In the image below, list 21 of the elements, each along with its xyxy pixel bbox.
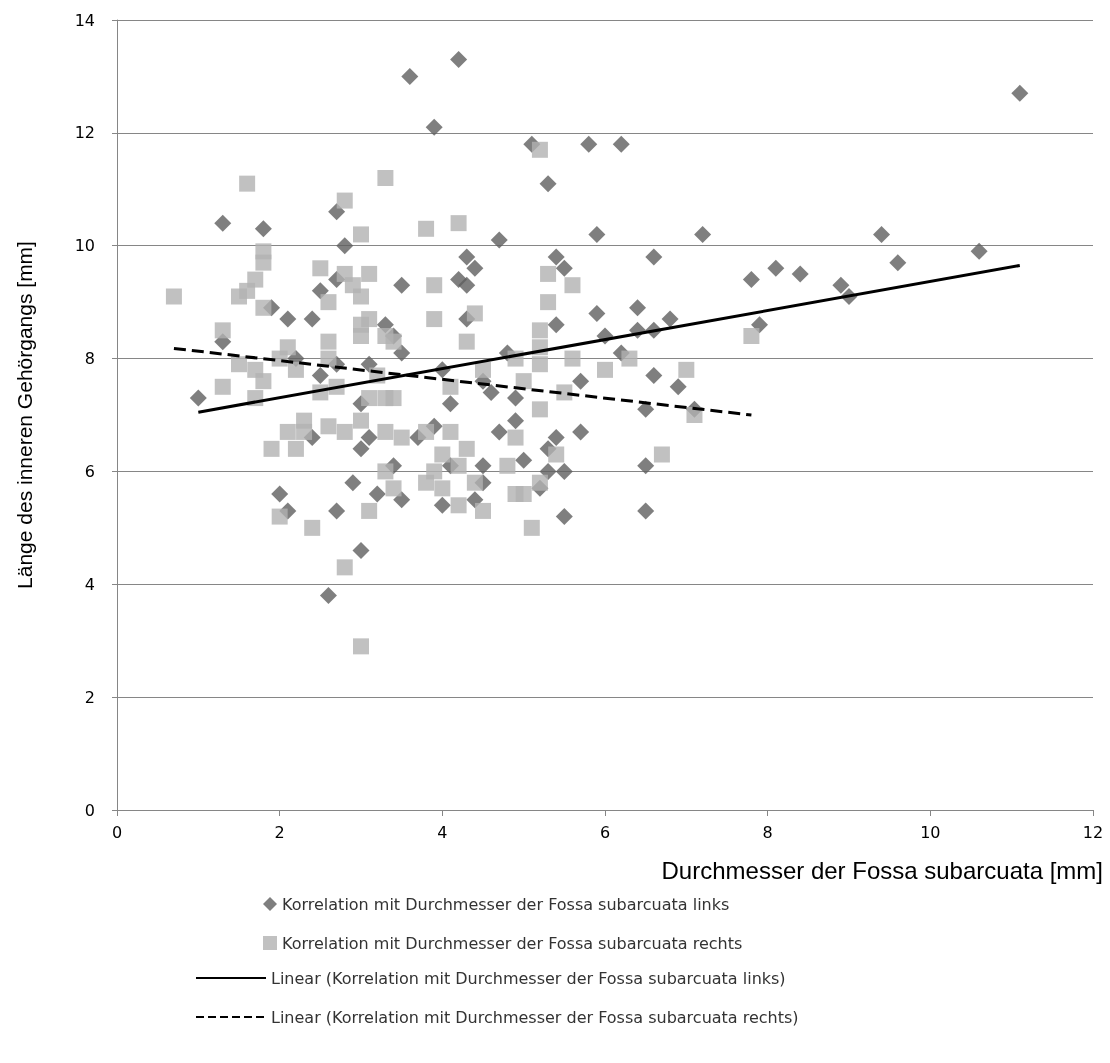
- y-axis-title: Länge des inneren Gehörgangs [mm]: [13, 241, 36, 589]
- x-tick-label: 6: [599, 822, 611, 842]
- legend-label: Linear (Korrelation mit Durchmesser der Fossa subarcuata rechts): [271, 1007, 799, 1027]
- y-tick-label: 6: [84, 461, 95, 481]
- x-tick-label: 2: [274, 822, 285, 842]
- y-tick-label: 2: [84, 687, 95, 707]
- y-tick-label: 8: [84, 349, 95, 369]
- x-axis-title: Durchmesser der Fossa subarcuata [mm]: [661, 856, 1103, 884]
- legend-label: Linear (Korrelation mit Durchmesser der Fossa subarcuata links): [271, 968, 786, 988]
- x-tick-label: 12: [1082, 822, 1104, 842]
- x-tick-label: 8: [762, 822, 773, 842]
- y-tick-label: 10: [74, 236, 95, 256]
- x-tick-label: 10: [920, 822, 941, 842]
- y-tick-label: 4: [84, 574, 95, 594]
- y-tick-label: 0: [84, 800, 95, 820]
- legend-label: Korrelation mit Durchmesser der Fossa subarcuata rechts: [282, 933, 743, 953]
- y-tick-label: 14: [74, 10, 95, 30]
- x-tick-label: 4: [437, 822, 448, 842]
- legend-label: Korrelation mit Durchmesser der Fossa subarcuata links: [282, 894, 730, 914]
- x-tick-label: 0: [111, 822, 123, 842]
- y-tick-label: 12: [74, 123, 95, 143]
